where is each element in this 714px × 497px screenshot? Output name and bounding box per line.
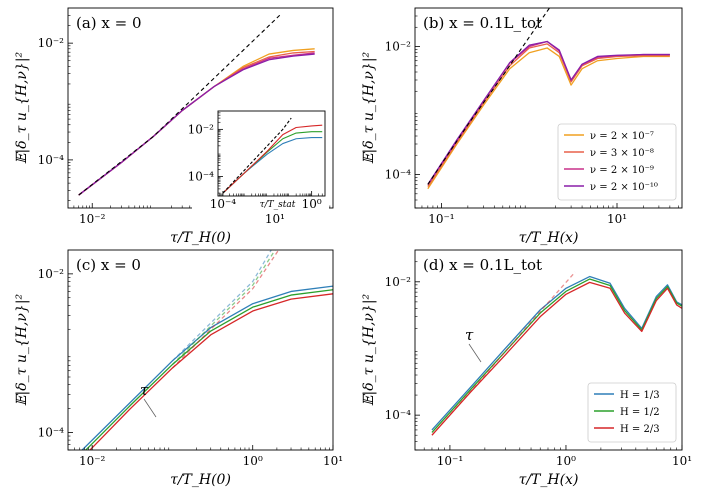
panel-d-xtick-label: 10⁰ xyxy=(556,454,576,468)
panel-d-xtick-label: 10⁻¹ xyxy=(437,454,463,468)
inset-plot-area xyxy=(222,117,323,194)
inset-ytick-label: 10⁻² xyxy=(188,122,215,136)
panel-d-annotation: τ xyxy=(465,326,474,344)
panel-b-series-line xyxy=(427,47,670,190)
panel-d-series-line xyxy=(431,275,682,431)
panel-b-ytick-label: 10⁻⁴ xyxy=(385,168,412,182)
panel-a-ylabel: 𝔼|δ_τ u_{H,ν}|² xyxy=(14,51,30,164)
panel-d-legend-label: H = 1/3 xyxy=(620,390,660,401)
panel-b-legend xyxy=(557,123,677,201)
panel-b-ytick-label: 10⁻² xyxy=(385,40,412,54)
inset-ytick-label: 10⁻⁴ xyxy=(188,170,215,184)
panel-d-series-line xyxy=(431,271,576,436)
panel-d-ylabel: 𝔼|δ_τ u_{H,ν}|² xyxy=(361,293,377,406)
panel-b-legend-label: ν = 2 × 10⁻¹⁰ xyxy=(590,182,658,193)
panel-c-ylabel: 𝔼|δ_τ u_{H,ν}|² xyxy=(14,293,30,406)
panel-b-xtick-label: 10⁻¹ xyxy=(428,212,454,226)
panel-a-series-line xyxy=(78,14,281,196)
panel-d-legend-label: H = 1/2 xyxy=(620,407,660,418)
panel-d-title: (d) x = 0.1L_tot xyxy=(423,256,542,274)
inset-xtick-label: 10⁻⁴ xyxy=(210,197,237,211)
panel-b-series-line xyxy=(427,40,670,185)
panel-b-xtick-label: 10¹ xyxy=(607,212,627,226)
panel-c-title: (c) x = 0 xyxy=(76,256,141,274)
panel-b-legend-label: ν = 2 × 10⁻⁹ xyxy=(590,165,654,176)
inset-xtick-label: 10⁰ xyxy=(302,197,322,211)
panel-b-series-line xyxy=(427,8,550,185)
panel-d-annotation-pointer xyxy=(468,343,482,363)
panel-c-xlabel: τ/T_H(0) xyxy=(170,472,231,488)
panel-d-ytick-label: 10⁻² xyxy=(385,275,412,289)
panel-a-ytick-label: 10⁻² xyxy=(38,36,65,50)
panel-d-xtick-label: 10¹ xyxy=(672,454,692,468)
inset-series-line xyxy=(222,124,323,194)
panel-c-series-line xyxy=(84,289,333,450)
panel-d-series-line xyxy=(431,281,682,436)
panel-c-xtick-label: 10⁰ xyxy=(243,454,263,468)
panel-a-xtick-label: 10¹ xyxy=(265,212,285,226)
panel-c-series-line xyxy=(171,250,280,369)
panel-c-annotation-pointer xyxy=(143,398,157,418)
panel-b-xlabel: τ/T_H(x) xyxy=(519,230,579,246)
panel-c-xtick-label: 10¹ xyxy=(323,454,343,468)
inset-axes-frame xyxy=(217,110,326,197)
panel-d-legend-label: H = 2/3 xyxy=(620,424,660,435)
panel-c-series-line xyxy=(171,250,276,365)
inset-series-line xyxy=(222,117,292,194)
panel-c-annotation: τ xyxy=(140,381,149,399)
panel-d-axes-frame xyxy=(414,249,683,451)
panel-c-axes-frame xyxy=(67,249,334,451)
panel-a-plot-area xyxy=(78,14,315,196)
panel-d-ytick-label: 10⁻⁴ xyxy=(385,408,412,422)
panel-a-xtick-label: 10⁻² xyxy=(79,212,106,226)
panel-b-ylabel: 𝔼|δ_τ u_{H,ν}|² xyxy=(361,51,377,164)
panel-d-xlabel: τ/T_H(x) xyxy=(519,472,579,488)
panel-a-ytick-label: 10⁻⁴ xyxy=(38,153,65,167)
panel-d-plot-area xyxy=(431,271,682,436)
panel-a-series-line xyxy=(78,53,315,196)
panel-b-legend-label: ν = 3 × 10⁻⁸ xyxy=(590,148,654,159)
panel-c-series-line xyxy=(81,285,333,450)
panel-b-title: (b) x = 0.1L_tot xyxy=(423,14,542,32)
panel-c-xtick-label: 10⁻² xyxy=(79,454,106,468)
panel-b-axes-frame xyxy=(414,7,683,209)
panel-c-series-line xyxy=(88,293,333,450)
panel-c-plot-area xyxy=(81,250,333,450)
panel-c-ytick-label: 10⁻² xyxy=(38,267,65,281)
panel-b-plot-area xyxy=(427,8,670,190)
panel-b-legend-label: ν = 2 × 10⁻⁷ xyxy=(590,131,654,142)
inset-xlabel: τ/T_stat xyxy=(260,200,296,210)
panel-a-xlabel: τ/T_H(0) xyxy=(170,230,231,246)
panel-a-title: (a) x = 0 xyxy=(76,14,142,32)
panel-c-ytick-label: 10⁻⁴ xyxy=(38,425,65,439)
panel-d-series-line xyxy=(431,278,682,433)
